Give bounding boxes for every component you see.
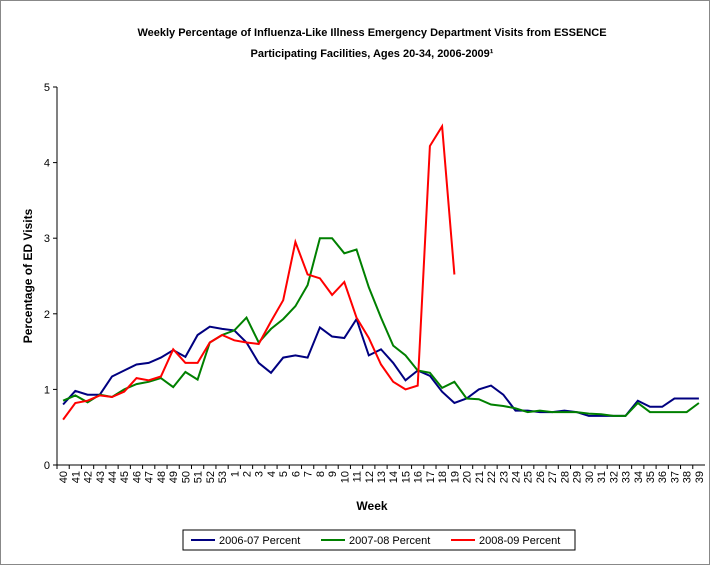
x-tick-label: 5 xyxy=(278,471,290,477)
x-tick-label: 15 xyxy=(400,471,412,483)
y-tick-label: 2 xyxy=(44,309,50,321)
x-tick-label: 3 xyxy=(254,471,266,477)
x-tick-label: 24 xyxy=(510,471,522,483)
x-tick-label: 47 xyxy=(144,471,156,483)
x-axis-title: Week xyxy=(356,499,387,513)
x-tick-label: 20 xyxy=(462,471,474,483)
x-tick-label: 42 xyxy=(83,471,95,483)
x-tick-label: 13 xyxy=(376,471,388,483)
x-tick-label: 2 xyxy=(242,471,254,477)
x-tick-label: 31 xyxy=(596,471,608,483)
x-tick-label: 6 xyxy=(290,471,302,477)
x-tick-label: 9 xyxy=(327,471,339,477)
legend-label: 2007-08 Percent xyxy=(349,535,430,547)
x-tick-label: 44 xyxy=(107,471,119,483)
x-tick-label: 18 xyxy=(437,471,449,483)
x-tick-label: 23 xyxy=(498,471,510,483)
series-line xyxy=(62,237,700,417)
x-tick-label: 10 xyxy=(339,471,351,483)
x-tick-label: 7 xyxy=(303,471,315,477)
x-tick-label: 4 xyxy=(266,471,278,477)
x-tick-label: 37 xyxy=(669,471,681,483)
x-tick-label: 17 xyxy=(425,471,437,483)
x-tick-label: 1 xyxy=(229,471,241,477)
x-tick-label: 12 xyxy=(364,471,376,483)
x-tick-label: 29 xyxy=(572,471,584,483)
x-tick-label: 11 xyxy=(352,471,364,482)
x-tick-label: 26 xyxy=(535,471,547,483)
x-tick-label: 36 xyxy=(657,471,669,483)
x-tick-label: 30 xyxy=(584,471,596,483)
chart-title: Weekly Percentage of Influenza-Like Illn… xyxy=(137,27,606,39)
x-tick-label: 8 xyxy=(315,471,327,477)
x-tick-label: 22 xyxy=(486,471,498,483)
x-tick-label: 50 xyxy=(180,471,192,483)
x-tick-label: 33 xyxy=(621,471,633,483)
series-line xyxy=(62,123,456,421)
y-tick-label: 5 xyxy=(44,82,50,94)
series-line xyxy=(62,316,699,417)
x-tick-label: 53 xyxy=(217,471,229,483)
x-tick-label: 35 xyxy=(645,471,657,483)
legend-label: 2006-07 Percent xyxy=(219,535,300,547)
x-tick-label: 45 xyxy=(119,471,131,483)
x-tick-label: 19 xyxy=(449,471,461,483)
y-tick-label: 4 xyxy=(44,158,50,170)
x-tick-label: 14 xyxy=(388,471,400,483)
x-tick-label: 32 xyxy=(608,471,620,483)
x-tick-label: 51 xyxy=(193,471,205,483)
x-tick-label: 46 xyxy=(131,471,143,483)
x-tick-label: 25 xyxy=(523,471,535,483)
x-tick-label: 21 xyxy=(474,471,486,483)
x-tick-label: 27 xyxy=(547,471,559,483)
y-tick-label: 1 xyxy=(44,384,50,396)
y-axis-title: Percentage of ED Visits xyxy=(21,208,35,343)
legend: 2006-07 Percent 2007-08 Percent 2008-09 Pe… xyxy=(182,529,576,551)
x-tick-label: 40 xyxy=(58,471,70,483)
x-tick-label: 38 xyxy=(682,471,694,483)
legend-box xyxy=(182,529,576,551)
x-tick-label: 52 xyxy=(205,471,217,483)
x-tick-label: 49 xyxy=(168,471,180,483)
y-tick-label: 0 xyxy=(44,460,50,472)
x-tick-label: 34 xyxy=(633,471,645,483)
x-tick-label: 41 xyxy=(70,471,82,483)
chart-title: Participating Facilities, Ages 20-34, 20… xyxy=(251,48,494,60)
x-tick-label: 28 xyxy=(559,471,571,483)
x-tick-label: 43 xyxy=(95,471,107,483)
y-tick-label: 3 xyxy=(44,233,50,245)
x-tick-label: 48 xyxy=(156,471,168,483)
legend-label: 2008-09 Percent xyxy=(479,535,560,547)
x-tick-label: 16 xyxy=(413,471,425,483)
x-tick-label: 39 xyxy=(694,471,706,483)
